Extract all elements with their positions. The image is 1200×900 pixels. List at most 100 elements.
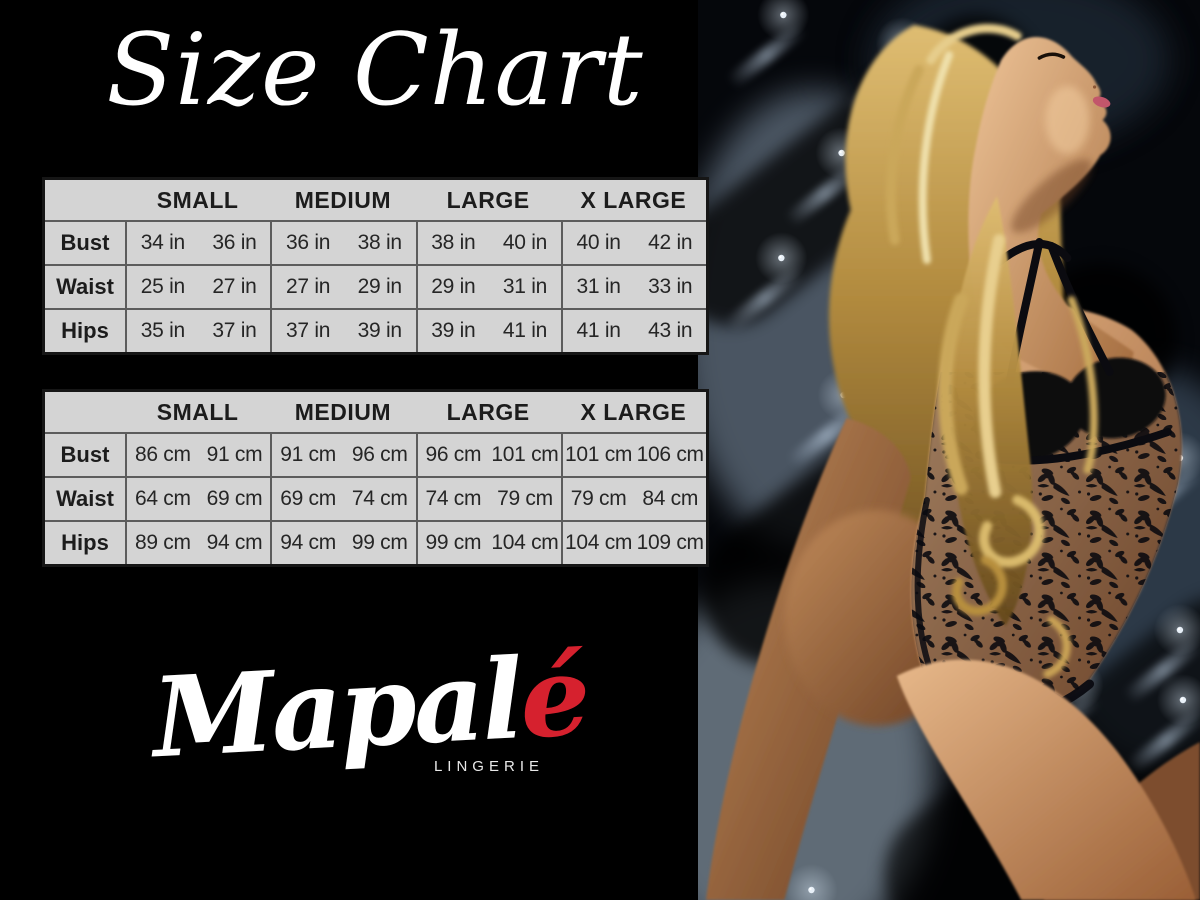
size-value: 40 in <box>576 231 621 254</box>
size-table-inches: SMALL MEDIUM LARGE X LARGE Bust 34 in 36 in 36 … <box>42 177 709 355</box>
size-value: 69 cm <box>280 487 336 510</box>
size-value: 27 in <box>212 275 257 298</box>
brand-logo: Mapalé LINGERIE <box>140 631 600 783</box>
measurement-row: Hips 89 cm 94 cm 94 cm 99 cm 99 cm 104 cm 104 c… <box>45 520 706 564</box>
size-value: 40 in <box>502 231 547 254</box>
size-value: 106 cm <box>636 443 704 466</box>
size-range-cell: 29 in 31 in <box>415 266 561 308</box>
size-value: 41 in <box>576 319 621 342</box>
size-column-header: LARGE <box>446 186 530 213</box>
size-value: 109 cm <box>636 531 704 554</box>
size-range-cell: 39 in 41 in <box>415 310 561 352</box>
size-value: 96 cm <box>351 443 408 466</box>
size-value: 86 cm <box>134 443 191 466</box>
size-value: 89 cm <box>134 531 191 554</box>
size-range-cell: 91 cm 96 cm <box>270 434 415 476</box>
table-corner-cell <box>45 392 125 432</box>
model-lips <box>1092 96 1111 108</box>
size-value: 38 in <box>431 231 476 254</box>
size-value: 25 in <box>140 275 185 298</box>
size-range-cell: 34 in 36 in <box>125 222 270 264</box>
size-value: 104 cm <box>491 531 559 554</box>
size-range-cell: 35 in 37 in <box>125 310 270 352</box>
size-value: 34 in <box>140 231 185 254</box>
size-range-cell: 27 in 29 in <box>270 266 415 308</box>
measurement-row: Bust 86 cm 91 cm 91 cm 96 cm 96 cm 101 cm 101 c… <box>45 432 706 476</box>
model-photo <box>698 0 1200 900</box>
size-table-centimeters: SMALL MEDIUM LARGE X LARGE Bust 86 cm 91 cm 91 … <box>42 389 709 567</box>
size-range-cell: 64 cm 69 cm <box>125 478 270 520</box>
size-value: 29 in <box>357 275 402 298</box>
hair-strands <box>885 24 1098 678</box>
size-range-cell: 94 cm 99 cm <box>270 522 415 564</box>
size-column-header: X LARGE <box>580 398 687 425</box>
size-value: 84 cm <box>642 487 699 510</box>
size-range-cell: 31 in 33 in <box>560 266 706 308</box>
measurement-row: Hips 35 in 37 in 37 in 39 in 39 in 41 in 41 in 4… <box>45 308 706 352</box>
brand-name: Mapalé <box>137 631 602 783</box>
size-value: 36 in <box>212 231 257 254</box>
model-thigh <box>896 659 1196 900</box>
size-value: 69 cm <box>206 487 263 510</box>
size-range-cell: 89 cm 94 cm <box>125 522 270 564</box>
measurement-row: Waist 64 cm 69 cm 69 cm 74 cm 74 cm 79 cm 79 cm… <box>45 476 706 520</box>
size-column-header: LARGE <box>446 398 530 425</box>
size-value: 96 cm <box>425 443 482 466</box>
size-value: 37 in <box>286 319 331 342</box>
size-range-cell: 86 cm 91 cm <box>125 434 270 476</box>
measurement-row: Bust 34 in 36 in 36 in 38 in 38 in 40 in 40 in 4… <box>45 220 706 264</box>
size-value: 101 cm <box>491 443 559 466</box>
measurement-label: Bust <box>60 442 110 467</box>
measurement-label: Hips <box>61 318 109 343</box>
size-value: 41 in <box>502 319 547 342</box>
size-value: 104 cm <box>565 531 633 554</box>
size-column-header: MEDIUM <box>294 398 392 425</box>
size-value: 39 in <box>431 319 476 342</box>
size-value: 99 cm <box>425 531 482 554</box>
measurement-label: Bust <box>60 230 110 255</box>
size-range-cell: 96 cm 101 cm <box>415 434 561 476</box>
measurement-label: Hips <box>61 530 109 555</box>
size-column-header: SMALL <box>156 186 239 213</box>
model-figure <box>706 24 1200 900</box>
size-range-cell: 25 in 27 in <box>125 266 270 308</box>
page-title: Size Chart <box>106 13 644 128</box>
size-range-cell: 40 in 42 in <box>560 222 706 264</box>
size-range-cell: 101 cm 106 cm <box>560 434 706 476</box>
size-range-cell: 41 in 43 in <box>560 310 706 352</box>
size-column-header: MEDIUM <box>294 186 392 213</box>
size-value: 35 in <box>140 319 185 342</box>
size-value: 29 in <box>431 275 476 298</box>
size-range-cell: 36 in 38 in <box>270 222 415 264</box>
size-value: 101 cm <box>565 443 633 466</box>
size-value: 31 in <box>502 275 547 298</box>
table-header-row: SMALL MEDIUM LARGE X LARGE <box>45 392 706 432</box>
size-range-cell: 79 cm 84 cm <box>560 478 706 520</box>
size-range-cell: 38 in 40 in <box>415 222 561 264</box>
size-range-cell: 74 cm 79 cm <box>415 478 561 520</box>
size-value: 79 cm <box>497 487 553 510</box>
size-column-header: SMALL <box>156 398 239 425</box>
size-value: 94 cm <box>280 531 336 554</box>
size-value: 64 cm <box>134 487 191 510</box>
size-value: 38 in <box>357 231 402 254</box>
size-value: 74 cm <box>425 487 482 510</box>
size-value: 31 in <box>576 275 621 298</box>
size-range-cell: 99 cm 104 cm <box>415 522 561 564</box>
size-value: 91 cm <box>206 443 263 466</box>
brand-name-main: Mapal <box>149 634 524 783</box>
measurement-label: Waist <box>56 486 114 511</box>
measurement-label: Waist <box>56 274 114 299</box>
measurement-row: Waist 25 in 27 in 27 in 29 in 29 in 31 in 31 in… <box>45 264 706 308</box>
size-value: 36 in <box>286 231 331 254</box>
size-value: 91 cm <box>280 443 336 466</box>
size-value: 37 in <box>212 319 257 342</box>
size-value: 27 in <box>286 275 331 298</box>
table-header-row: SMALL MEDIUM LARGE X LARGE <box>45 180 706 220</box>
model-photo-illustration <box>698 0 1200 900</box>
size-value: 94 cm <box>206 531 263 554</box>
size-value: 74 cm <box>351 487 408 510</box>
size-range-cell: 37 in 39 in <box>270 310 415 352</box>
size-range-cell: 104 cm 109 cm <box>560 522 706 564</box>
